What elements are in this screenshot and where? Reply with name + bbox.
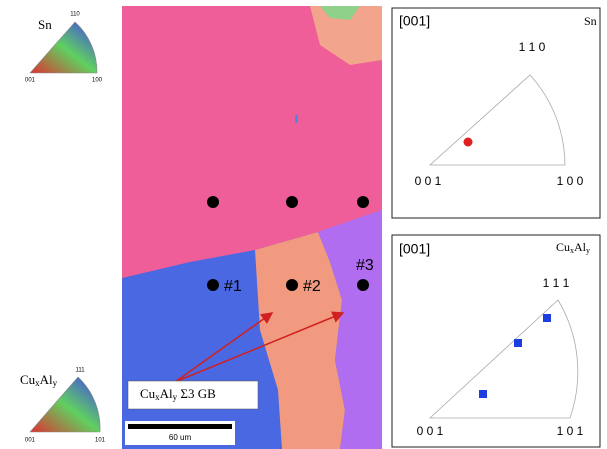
legend-corner: 001 <box>25 78 36 84</box>
orientation-point <box>479 390 487 398</box>
corner: 1 0 1 <box>557 424 584 438</box>
panel <box>392 235 600 447</box>
legend-corner: 100 <box>92 78 103 84</box>
t: Cu <box>20 372 36 387</box>
corner: 0 0 1 <box>417 424 444 438</box>
sn-legend: Sn 110 001 100 <box>25 12 103 84</box>
phase: Sn <box>584 14 597 28</box>
direction: [001] <box>399 241 430 257</box>
t: Cu <box>556 240 570 254</box>
orientation-point <box>464 138 473 147</box>
t: Al <box>40 372 53 387</box>
point <box>357 196 369 208</box>
point-label: #1 <box>224 278 242 295</box>
grain <box>295 115 298 123</box>
t: y <box>586 246 590 255</box>
legend-corner: 001 <box>25 438 36 444</box>
ebsd-map: #1 #2 #3 CuxAly Σ3 GB 60 um <box>122 6 382 449</box>
t: y <box>53 378 58 388</box>
point <box>207 279 219 291</box>
corner: 1 1 1 <box>543 276 570 290</box>
cual-legend: CuxAly 111 001 101 <box>20 368 106 444</box>
ipf-sn: [001] Sn 1 1 0 0 0 1 1 0 0 <box>392 8 600 218</box>
scale-label: 60 um <box>169 433 192 442</box>
legend-corner: 111 <box>75 368 85 374</box>
point-label: #2 <box>303 278 321 295</box>
t: Al <box>574 240 587 254</box>
point <box>286 279 298 291</box>
corner: 1 0 0 <box>557 174 584 188</box>
figure: Sn 110 001 100 CuxAly 111 001 101 #1 #2 … <box>0 0 607 449</box>
legend-corner: 101 <box>95 438 106 444</box>
orientation-point <box>514 339 522 347</box>
point <box>286 196 298 208</box>
corner: 1 1 0 <box>519 40 546 54</box>
scale-bar <box>128 424 232 429</box>
point <box>357 279 369 291</box>
legend-corner: 110 <box>70 12 80 18</box>
t: Cu <box>140 386 156 401</box>
t: Al <box>160 386 173 401</box>
point-label: #3 <box>356 257 374 274</box>
legend-label: CuxAly <box>20 372 58 388</box>
legend-label: Sn <box>38 17 52 32</box>
direction: [001] <box>399 13 430 29</box>
point <box>207 196 219 208</box>
gb-label: CuxAly Σ3 GB <box>140 386 216 402</box>
t: Σ3 GB <box>177 386 216 401</box>
ipf-cual: [001] CuxAly 1 1 1 0 0 1 1 0 1 <box>392 235 600 447</box>
orientation-point <box>543 314 551 322</box>
corner: 0 0 1 <box>415 174 442 188</box>
